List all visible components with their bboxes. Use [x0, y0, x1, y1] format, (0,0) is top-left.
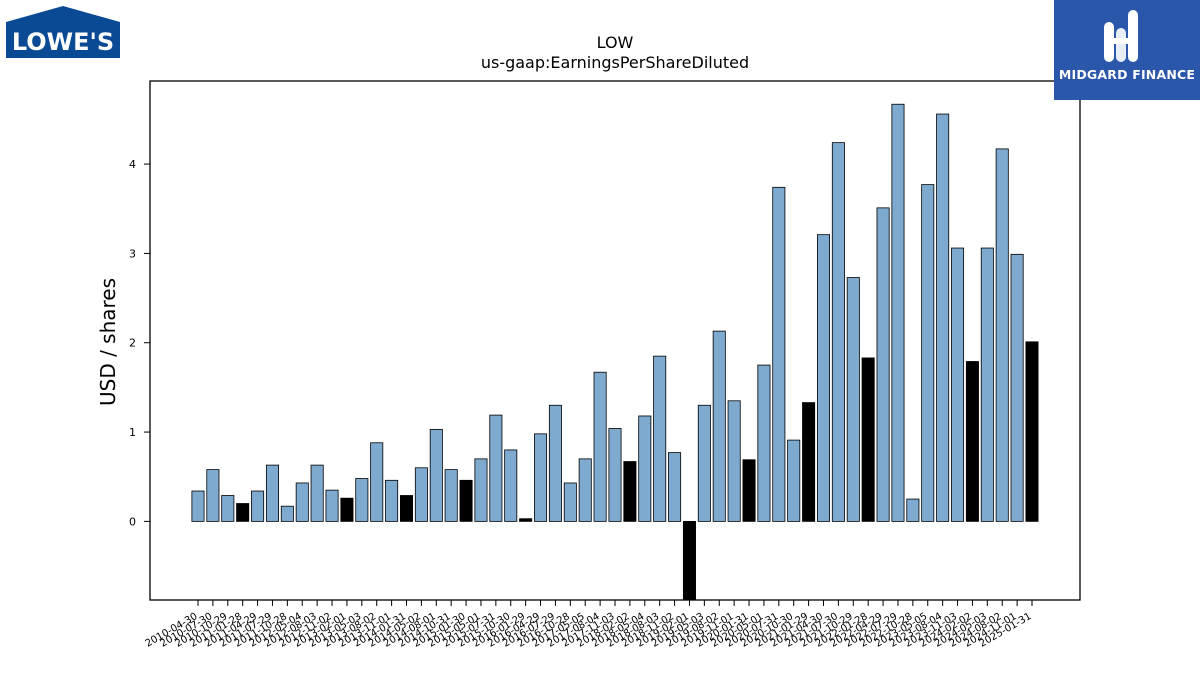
- plot-frame: [149, 80, 1081, 601]
- lowes-logo: LOWE'S: [6, 6, 120, 58]
- bar-quarter: [608, 428, 622, 522]
- bar-quarter: [370, 442, 384, 522]
- midgard-finance-logo-text: MIDGARD FINANCE: [1058, 67, 1196, 82]
- lowes-logo-text: LOWE'S: [12, 28, 114, 56]
- bar-quarter: [206, 469, 220, 522]
- y-tick-label: 2: [129, 337, 136, 350]
- y-axis-ticks: 0 1 2 3 4: [129, 158, 150, 528]
- bar-quarter: [668, 452, 682, 522]
- bar-quarter: [414, 467, 428, 522]
- bar-annual: [519, 518, 533, 522]
- bar-quarter: [355, 478, 369, 522]
- bar-quarter: [191, 490, 205, 522]
- bar-quarter: [504, 449, 518, 522]
- bar-quarter: [921, 184, 935, 522]
- bars-group: [191, 103, 1039, 601]
- bar-quarter: [563, 482, 577, 522]
- bar-quarter: [757, 364, 771, 522]
- bar-quarter: [980, 247, 994, 522]
- bar-annual: [1025, 341, 1039, 522]
- bar-annual: [623, 461, 637, 522]
- bar-quarter: [653, 355, 667, 522]
- bar-quarter: [727, 400, 741, 522]
- y-tick-label: 1: [129, 426, 136, 439]
- bar-quarter: [712, 330, 726, 522]
- y-tick-label: 4: [129, 158, 136, 171]
- bar-annual: [459, 479, 473, 522]
- bar-annual: [399, 495, 414, 522]
- bar-annual: [802, 402, 816, 522]
- bar-quarter: [906, 498, 920, 522]
- chart-subtitle: us-gaap:EarningsPerShareDiluted: [481, 53, 749, 72]
- bar-quarter: [638, 415, 652, 522]
- bar-quarter: [936, 113, 950, 522]
- bar-quarter: [310, 464, 324, 522]
- bar-quarter: [429, 428, 443, 522]
- bar-quarter: [385, 479, 399, 522]
- bar-quarter: [876, 207, 890, 522]
- bar-quarter: [995, 148, 1009, 522]
- y-tick-label: 3: [129, 247, 136, 260]
- bar-quarter: [787, 439, 801, 522]
- bar-quarter: [221, 495, 235, 522]
- bar-annual: [236, 503, 250, 522]
- bar-quarter: [831, 142, 845, 522]
- midgard-finance-logo: MIDGARD FINANCE: [1054, 0, 1200, 100]
- bar-annual: [965, 361, 979, 522]
- bar-annual: [742, 459, 756, 522]
- bar-annual: [340, 497, 354, 522]
- bar-quarter: [280, 505, 294, 522]
- midgard-emblem-icon: [1104, 10, 1138, 62]
- y-axis-label: USD / shares: [96, 278, 120, 406]
- bar-quarter: [474, 458, 488, 522]
- bar-quarter: [697, 404, 711, 522]
- bar-quarter: [325, 489, 339, 522]
- bar-quarter: [846, 277, 860, 522]
- bar-quarter: [295, 482, 309, 522]
- bar-quarter: [548, 404, 562, 522]
- bar-quarter: [816, 234, 831, 522]
- bar-annual: [682, 520, 696, 601]
- bar-quarter: [1010, 253, 1024, 522]
- bar-quarter: [578, 458, 592, 522]
- bar-quarter: [265, 464, 279, 522]
- x-axis-ticks: 2010-04-302010-07-302010-10-292011-01-28…: [144, 600, 1034, 650]
- bar-quarter: [534, 433, 548, 522]
- bar-annual: [861, 357, 875, 522]
- bar-quarter: [444, 469, 458, 522]
- y-tick-label: 0: [129, 515, 136, 528]
- bar-quarter: [251, 490, 265, 522]
- bar-quarter: [489, 414, 503, 522]
- bar-quarter: [891, 103, 905, 522]
- bar-quarter: [951, 247, 965, 522]
- bar-quarter: [593, 371, 607, 522]
- bar-quarter: [772, 186, 786, 522]
- chart-title: LOW: [597, 33, 634, 52]
